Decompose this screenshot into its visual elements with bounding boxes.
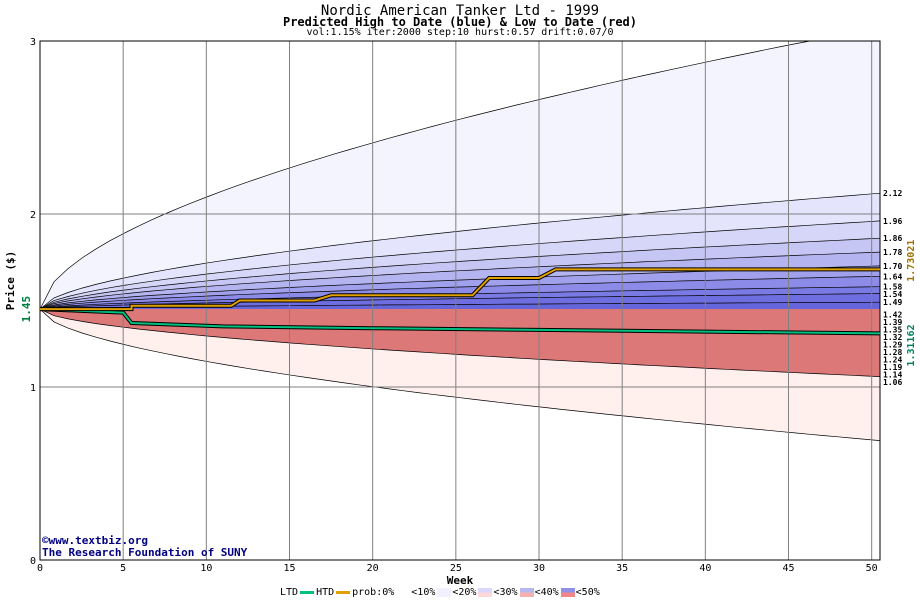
legend-b30-label: <30% — [493, 587, 518, 598]
ltd-final-label: 1.31162 — [906, 324, 917, 366]
chart-subtitle: Predicted High to Date (blue) & Low to D… — [282, 15, 637, 29]
band-value-label-14: 1.28 — [883, 348, 902, 357]
htd-line — [40, 268, 880, 311]
band-value-label-15: 1.24 — [883, 355, 902, 364]
credit-org: The Research Foundation of SUNY — [42, 546, 248, 559]
x-tick-label-1: 5 — [120, 563, 126, 574]
band-value-label-2: 1.86 — [883, 234, 902, 243]
credit-site-text: www.textbiz.org — [48, 534, 148, 547]
low-band-line-0 — [39, 308, 881, 441]
band-value-label-13: 1.29 — [883, 340, 902, 349]
band-value-label-17: 1.14 — [883, 370, 902, 379]
x-tick-label-8: 40 — [699, 563, 711, 574]
legend-swatch-40 — [560, 588, 575, 597]
band-value-label-18: 1.06 — [883, 378, 902, 387]
low-band-line-10 — [39, 308, 881, 377]
y-tick-label-0: 0 — [30, 556, 36, 567]
legend-swatch-0 — [396, 588, 411, 597]
y-tick-label-2: 2 — [30, 210, 36, 221]
high-band-line-8 — [39, 293, 881, 310]
band-value-label-4: 1.70 — [883, 262, 902, 271]
x-tick-label-10: 50 — [866, 563, 878, 574]
x-tick-label-9: 45 — [782, 563, 794, 574]
band-value-label-10: 1.39 — [883, 318, 902, 327]
high-band-line-1 — [39, 192, 881, 310]
band-value-label-0: 2.12 — [883, 189, 902, 198]
x-tick-label-6: 30 — [533, 563, 545, 574]
legend-htd-label: HTD — [316, 587, 335, 598]
high-band-line-3 — [39, 237, 881, 310]
x-tick-label-5: 25 — [450, 563, 462, 574]
band-value-label-1: 1.96 — [883, 217, 902, 226]
legend-b20-label: <20% — [452, 587, 477, 598]
legend-ltd-label: LTD — [280, 587, 299, 598]
legend-htd-line — [336, 591, 351, 594]
chart-legend: LTD HTD prob:0% <10% <20% <30% <40% <50% — [280, 587, 600, 598]
chart-params: vol:1.15% iter:2000 step:10 hurst:0.57 d… — [306, 27, 614, 38]
legend-b10-label: <10% — [411, 587, 436, 598]
credit-site: ©www.textbiz.org — [42, 534, 148, 547]
legend-prob-label: prob:0% — [352, 587, 395, 598]
band-value-label-12: 1.32 — [883, 333, 902, 342]
plot-border — [39, 40, 881, 561]
legend-b50-label: <50% — [575, 587, 600, 598]
legend-ltd-line — [300, 591, 315, 594]
y-axis-label: Price ($) — [4, 251, 17, 311]
legend-swatch-20 — [478, 588, 493, 597]
y-tick-label-1: 1 — [30, 383, 36, 394]
start-price-label: 1.45 — [20, 296, 33, 323]
x-tick-label-4: 20 — [367, 563, 379, 574]
high-band-line-2 — [39, 220, 881, 310]
x-tick-label-3: 15 — [283, 563, 295, 574]
band-value-label-9: 1.42 — [883, 310, 902, 319]
high-band-line-0 — [39, 40, 880, 310]
band-value-label-8: 1.49 — [883, 298, 902, 307]
band-value-label-11: 1.35 — [883, 325, 902, 334]
band-value-label-3: 1.78 — [883, 248, 902, 257]
legend-b40-label: <40% — [534, 587, 559, 598]
band-value-label-7: 1.54 — [883, 290, 902, 299]
x-tick-label-2: 10 — [200, 563, 212, 574]
x-tick-label-0: 0 — [37, 563, 43, 574]
band-value-label-5: 1.64 — [883, 272, 902, 281]
band-value-label-16: 1.19 — [883, 363, 902, 372]
ltd-line — [39, 308, 881, 335]
legend-swatch-30 — [519, 588, 534, 597]
band-value-label-6: 1.58 — [883, 283, 902, 292]
htd-final-label: 1.73021 — [906, 240, 917, 282]
y-tick-label-3: 3 — [30, 37, 36, 48]
chart-title: Nordic American Tanker Ltd - 1999 — [320, 3, 600, 19]
x-axis-label: Week — [447, 574, 474, 587]
legend-swatch-10 — [437, 588, 452, 597]
high-band-9 — [40, 302, 880, 310]
x-tick-label-7: 35 — [616, 563, 628, 574]
high-band-line-6 — [39, 275, 881, 310]
high-band-line-4 — [39, 251, 881, 310]
